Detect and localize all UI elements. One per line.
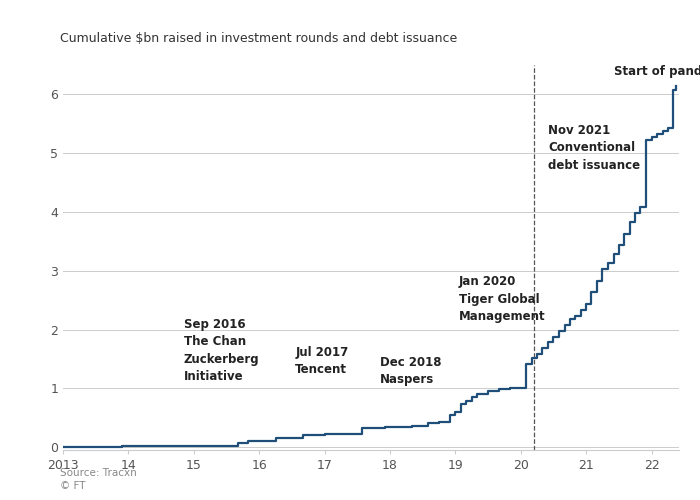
Text: © FT: © FT <box>60 481 85 491</box>
Text: Sep 2016
The Chan
Zuckerberg
Initiative: Sep 2016 The Chan Zuckerberg Initiative <box>184 318 260 383</box>
Text: Jul 2017
Tencent: Jul 2017 Tencent <box>295 346 349 376</box>
Text: Jan 2020
Tiger Global
Management: Jan 2020 Tiger Global Management <box>458 276 545 324</box>
Text: Start of pandemic: Start of pandemic <box>614 65 700 78</box>
Text: Dec 2018
Naspers: Dec 2018 Naspers <box>380 356 442 386</box>
Text: Nov 2021
Conventional
debt issuance: Nov 2021 Conventional debt issuance <box>548 124 640 172</box>
Text: Cumulative $bn raised in investment rounds and debt issuance: Cumulative $bn raised in investment roun… <box>60 32 456 46</box>
Text: Source: Tracxn: Source: Tracxn <box>60 468 136 477</box>
